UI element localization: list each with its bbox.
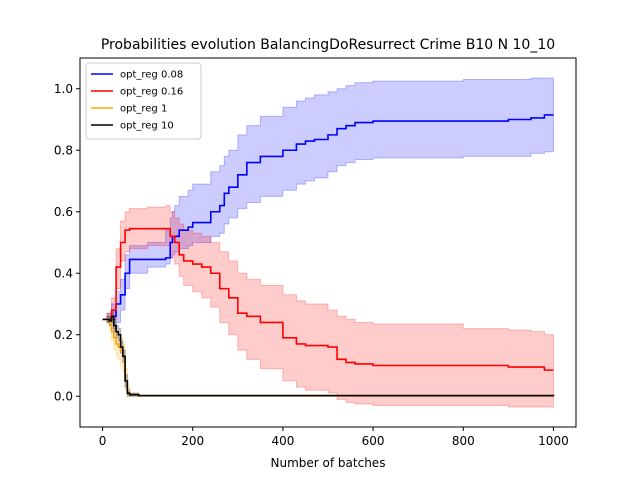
y-tick-label: 0.2: [54, 328, 73, 342]
band-opt-reg-0-16: [102, 205, 554, 408]
legend-box: [85, 62, 202, 140]
series-line-opt-reg-0-08: [102, 114, 554, 321]
legend: opt_reg 0.08 opt_reg 0.16 opt_reg 1 opt_reg…: [85, 62, 202, 140]
y-tick-label: 0.0: [54, 389, 73, 403]
y-tick-label: 1.0: [54, 82, 73, 96]
y-tick-label: 0.4: [54, 266, 73, 280]
series-line-opt-reg-10: [102, 315, 555, 397]
legend-label-opt-reg-1: opt_reg 1: [120, 104, 167, 115]
x-tick-label: 1000: [538, 434, 569, 448]
x-tick-label: 200: [181, 434, 204, 448]
x-tick-label: 800: [452, 434, 475, 448]
legend-label-opt-reg-0-08: opt_reg 0.08: [120, 70, 183, 81]
band-opt-reg-0-08: [102, 77, 554, 330]
y-tick-label: 0.6: [54, 205, 73, 219]
legend-label-opt-reg-0-16: opt_reg 0.16: [120, 87, 183, 98]
x-axis-label: Number of batches: [271, 456, 386, 470]
x-tick-label: 0: [99, 434, 107, 448]
series-line-opt-reg-0-16: [102, 227, 554, 371]
chart-title: Probabilities evolution BalancingDoResur…: [101, 37, 555, 53]
y-tick-label: 0.8: [54, 143, 73, 157]
y-axis-ticks: 0.0 0.2 0.4 0.6 0.8 1.0: [54, 82, 80, 403]
x-tick-label: 400: [271, 434, 294, 448]
legend-label-opt-reg-10: opt_reg 10: [120, 121, 174, 132]
x-axis-ticks: 0 200 400 600 800 1000: [99, 427, 569, 448]
series-lines: [102, 114, 555, 397]
x-tick-label: 600: [362, 434, 385, 448]
plot-frame: [79, 57, 577, 428]
